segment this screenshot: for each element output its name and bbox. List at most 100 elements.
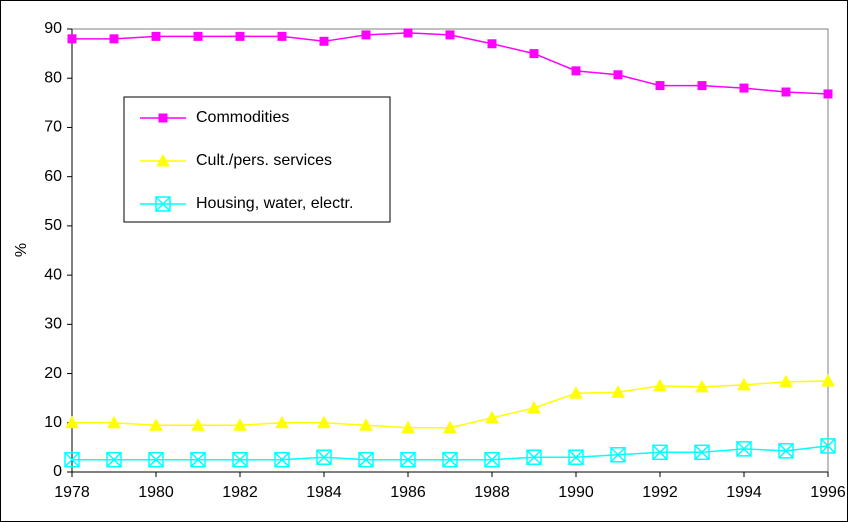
marker <box>193 31 203 41</box>
y-tick-label: 90 <box>44 20 62 37</box>
marker <box>190 451 206 468</box>
marker-cross <box>526 449 542 465</box>
marker <box>529 49 539 59</box>
marker <box>275 415 289 429</box>
marker-box <box>148 451 164 468</box>
marker-cross <box>358 452 374 468</box>
marker <box>445 30 455 40</box>
marker <box>277 31 287 41</box>
marker <box>821 373 835 387</box>
marker <box>235 31 245 41</box>
y-tick-label: 20 <box>44 365 62 382</box>
y-tick-label: 50 <box>44 217 62 234</box>
marker <box>779 374 793 388</box>
x-tick-label: 1996 <box>810 484 846 501</box>
marker <box>781 87 791 97</box>
marker <box>109 34 119 44</box>
marker-box <box>232 451 248 468</box>
legend-label: Commodities <box>196 109 289 126</box>
marker <box>400 451 416 468</box>
legend-label: Cult./pers. services <box>196 152 332 169</box>
marker-box <box>736 441 752 457</box>
plot-area <box>71 28 829 473</box>
y-tick-label: 10 <box>44 414 62 431</box>
marker <box>359 418 373 431</box>
marker <box>568 449 584 465</box>
y-tick-label: 30 <box>44 316 62 333</box>
marker-cross <box>232 452 248 468</box>
marker-cross <box>316 449 332 465</box>
marker <box>67 34 77 44</box>
marker <box>487 39 497 49</box>
y-tick-label: 60 <box>44 168 62 185</box>
x-tick-label: 1980 <box>138 484 174 501</box>
marker-box <box>568 449 584 465</box>
x-tick-label: 1988 <box>474 484 510 501</box>
marker <box>823 89 833 99</box>
y-axis-label: % <box>13 243 30 257</box>
marker <box>697 81 707 91</box>
marker-cross <box>155 196 171 212</box>
marker-box <box>610 447 626 463</box>
marker-box <box>484 451 500 468</box>
marker <box>613 70 623 80</box>
marker-cross <box>64 452 80 468</box>
marker <box>401 420 415 434</box>
marker-box <box>526 449 542 465</box>
marker <box>232 451 248 468</box>
marker-box <box>316 449 332 465</box>
marker-box <box>106 451 122 468</box>
marker <box>316 449 332 465</box>
marker <box>484 451 500 468</box>
marker-box <box>190 451 206 468</box>
marker <box>569 386 583 399</box>
x-tick-label: 1984 <box>306 484 342 501</box>
x-tick-label: 1986 <box>390 484 426 501</box>
marker <box>527 400 541 414</box>
marker <box>653 378 667 392</box>
marker <box>65 415 79 429</box>
marker <box>526 449 542 465</box>
marker-box <box>358 451 374 468</box>
marker-cross <box>610 447 626 463</box>
marker <box>736 441 752 457</box>
x-tick-label: 1990 <box>558 484 594 501</box>
y-tick-label: 70 <box>44 119 62 136</box>
x-tick-label: 1994 <box>726 484 762 501</box>
marker-box <box>274 451 290 468</box>
y-tick-label: 0 <box>53 463 62 480</box>
marker-cross <box>820 438 836 454</box>
marker-box <box>694 444 710 461</box>
marker <box>739 83 749 93</box>
marker <box>485 410 499 424</box>
marker <box>233 418 247 431</box>
marker <box>191 418 205 431</box>
marker <box>778 443 794 459</box>
marker <box>274 451 290 468</box>
marker-cross <box>400 452 416 468</box>
marker <box>694 444 710 461</box>
marker <box>443 420 457 434</box>
marker <box>151 31 161 41</box>
marker <box>149 418 163 431</box>
x-tick-label: 1982 <box>222 484 258 501</box>
marker-box <box>64 451 80 468</box>
marker <box>820 438 836 454</box>
marker-box <box>820 438 836 454</box>
marker <box>148 451 164 468</box>
marker <box>317 415 331 429</box>
marker <box>106 451 122 468</box>
marker <box>655 81 665 91</box>
marker-cross <box>736 441 752 457</box>
marker-cross <box>442 452 458 468</box>
marker-cross <box>694 444 710 460</box>
marker-cross <box>106 452 122 468</box>
marker <box>158 113 168 123</box>
marker-cross <box>652 444 668 460</box>
marker-box <box>400 451 416 468</box>
marker <box>361 30 371 40</box>
marker <box>358 451 374 468</box>
marker-cross <box>778 443 794 459</box>
marker <box>155 196 171 212</box>
marker <box>442 451 458 468</box>
